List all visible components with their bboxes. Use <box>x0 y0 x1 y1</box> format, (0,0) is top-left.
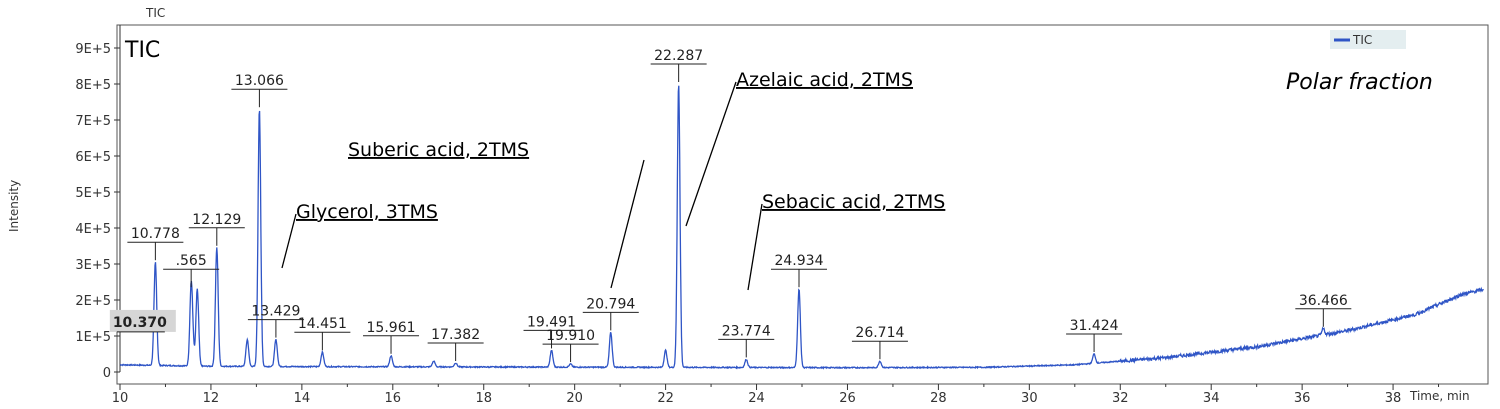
peak-rt-text: 15.961 <box>367 320 416 336</box>
x-tick-label: 24 <box>748 391 765 406</box>
compound-annotations: Glycerol, 3TMS Suberic acid, 2TMS Azelaic … <box>281 69 945 291</box>
y-tick-label: 7E+5 <box>75 114 111 129</box>
peak-rt-text: 13.066 <box>235 73 284 89</box>
window-title: TIC <box>145 6 165 20</box>
peak-label: 23.774 <box>718 323 775 358</box>
peak-rt-text: 20.794 <box>586 296 635 312</box>
peak-rt-text: 26.714 <box>855 325 904 341</box>
peak-label: .565 <box>163 253 220 288</box>
peak-rt-text: 19.491 <box>527 314 576 330</box>
x-tick-label: 12 <box>203 391 220 406</box>
legend-box <box>1330 30 1406 49</box>
peak-labels: 10.370 10.778 .565 12.129 13.066 13.42914.451… <box>109 48 1352 363</box>
annotation-pointer <box>685 81 737 227</box>
peak-label: 26.714 <box>851 325 908 360</box>
peak-rt-text: .565 <box>176 253 207 269</box>
peak-label: 36.466 <box>1295 293 1352 327</box>
y-tick-label: 2E+5 <box>75 294 111 309</box>
x-tick-label: 22 <box>657 391 674 406</box>
y-tick-label: 9E+5 <box>75 42 111 57</box>
y-tick-label: 5E+5 <box>75 186 111 201</box>
peak-label: 31.424 <box>1066 318 1123 352</box>
x-tick-label: 36 <box>1294 391 1311 406</box>
peak-rt-text: 10.370 <box>113 315 167 331</box>
x-tick-label: 26 <box>839 391 856 406</box>
peak-label: 22.287 <box>650 48 707 82</box>
peak-label: 19.910 <box>542 328 599 363</box>
peak-rt-text: 24.934 <box>774 253 823 269</box>
peak-rt-text: 12.129 <box>192 212 241 228</box>
tic-line <box>119 85 1485 370</box>
peak-label: 10.778 <box>127 226 184 261</box>
peak-rt-text: 36.466 <box>1299 293 1348 309</box>
y-tick-label: 0 <box>103 366 111 381</box>
annotation: Sebacic acid, 2TMS <box>747 191 945 291</box>
x-tick-label: 18 <box>475 391 492 406</box>
y-axis-label: Intensity <box>7 180 21 232</box>
y-tick-label: 4E+5 <box>75 222 111 237</box>
annotation: Azelaic acid, 2TMS <box>685 69 913 227</box>
peak-rt-text: 31.424 <box>1070 318 1119 334</box>
y-tick-label: 3E+5 <box>75 258 111 273</box>
y-tick-label: 6E+5 <box>75 150 111 165</box>
x-tick-label: 16 <box>385 391 402 406</box>
y-tick-label: 1E+5 <box>75 330 111 345</box>
annotation-text: Sebacic acid, 2TMS <box>762 191 945 213</box>
peak-label: 15.961 <box>363 320 420 354</box>
peak-label: 14.451 <box>294 316 351 351</box>
annotation-pointer <box>281 213 297 269</box>
peak-label: 13.066 <box>231 73 288 108</box>
peak-rt-text: 19.910 <box>546 328 595 344</box>
x-tick-label: 34 <box>1203 391 1220 406</box>
axes: 10 12 14 16 18 20 22 24 26 28 30 32 34 36 38 0 1E+5 2E+5 3… <box>75 25 1440 406</box>
peak-rt-text: 17.382 <box>431 327 480 343</box>
peak-label: 19.491 <box>523 314 580 349</box>
annotation-text: Glycerol, 3TMS <box>296 201 438 223</box>
peak-label: 17.382 <box>427 327 484 361</box>
y-tick-label: 8E+5 <box>75 78 111 93</box>
tic-trace <box>119 85 1485 370</box>
peak-label: 10.370 <box>109 309 176 333</box>
annotation-pointer <box>747 203 763 291</box>
peak-rt-text: 23.774 <box>722 323 771 339</box>
annotation-text: Azelaic acid, 2TMS <box>736 69 913 91</box>
peak-label: 12.129 <box>188 212 245 246</box>
x-axis-label: Time, min <box>1409 389 1470 403</box>
x-tick-label: 20 <box>566 391 583 406</box>
legend: TIC <box>1330 30 1406 49</box>
selected-peak-box <box>109 309 176 332</box>
x-tick-label: 10 <box>112 391 129 406</box>
annotation: Glycerol, 3TMS <box>281 201 438 269</box>
x-tick-label: 30 <box>1021 391 1038 406</box>
peak-label: 24.934 <box>770 253 827 288</box>
annotation-text: Suberic acid, 2TMS <box>348 139 529 161</box>
annotation-pointer <box>610 159 645 289</box>
peak-label: 20.794 <box>582 296 639 331</box>
x-tick-label: 14 <box>294 391 311 406</box>
peak-rt-text: 22.287 <box>654 48 703 64</box>
chart-subtitle: Polar fraction <box>1286 70 1433 95</box>
annotation: Suberic acid, 2TMS <box>348 139 645 289</box>
x-tick-label: 38 <box>1385 391 1402 406</box>
peak-rt-text: 14.451 <box>298 316 347 332</box>
peak-rt-text: 10.778 <box>131 226 180 242</box>
x-tick-label: 32 <box>1112 391 1129 406</box>
legend-label: TIC <box>1352 33 1372 47</box>
peak-rt-text: 13.429 <box>251 304 300 320</box>
x-tick-label: 28 <box>930 391 947 406</box>
peak-label: 13.429 <box>247 304 304 338</box>
panel-title: TIC <box>124 38 160 63</box>
